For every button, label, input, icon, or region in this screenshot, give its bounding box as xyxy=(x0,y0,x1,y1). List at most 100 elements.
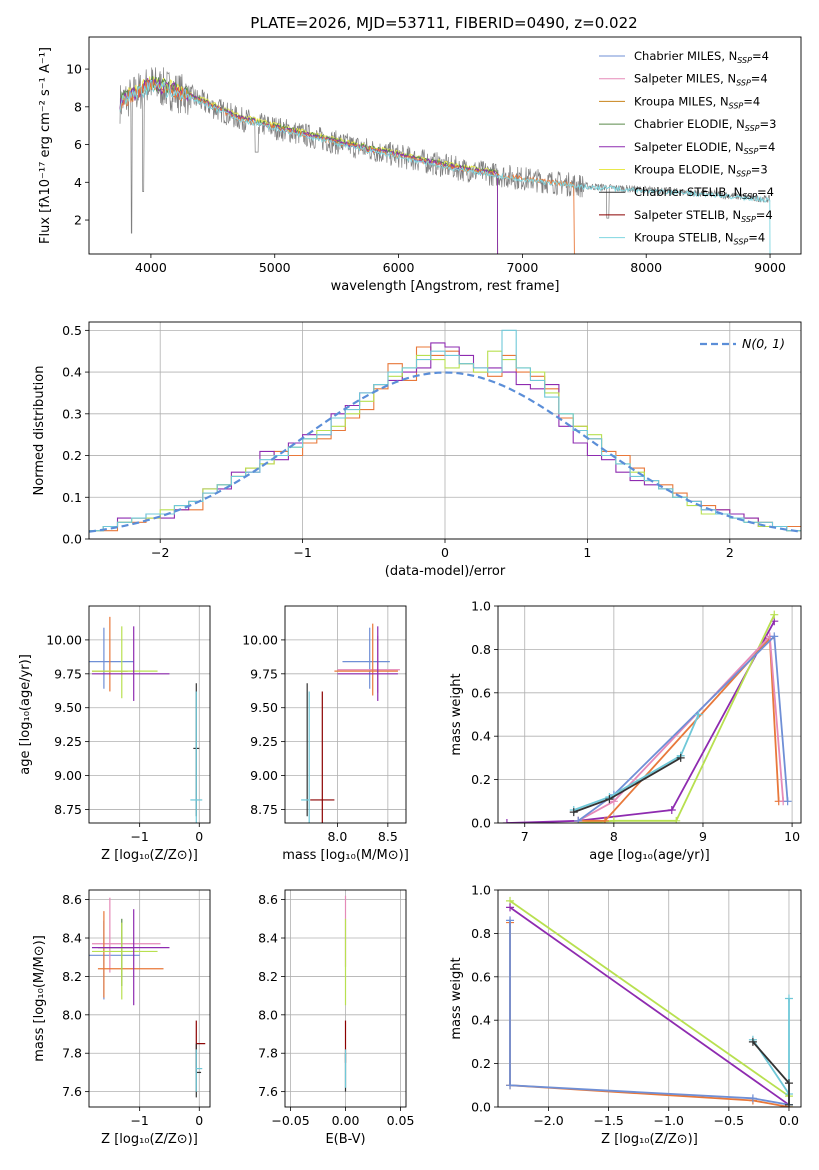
age_vs_Z-ylabel: age [log₁₀(age/yr)] xyxy=(18,654,33,775)
legend-entry-count: =4 xyxy=(743,94,760,108)
weight_vs_Z-xtick-label: −1.0 xyxy=(654,1113,684,1128)
age_vs_Z-ytick-label: 9.25 xyxy=(54,734,82,749)
mass_vs_Z-ylabel: mass [log₁₀(M/M⊙)] xyxy=(32,935,47,1062)
spectrum-panel: 4000 5000 6000 7000 8000 9000 2 4 6 8 10 wavelength… xyxy=(38,36,802,294)
legend-entry: Kroupa STELIB, NSSP=4 xyxy=(634,231,765,247)
age_vs_mass-plot-area xyxy=(301,623,400,823)
mass-weight-marker xyxy=(609,816,618,823)
weight_vs_Z-ytick-label: 0.4 xyxy=(471,1013,491,1028)
weight_vs_Z-frame xyxy=(497,889,802,1108)
mass_vs_Z-ytick-label: 8.6 xyxy=(62,892,82,907)
legend-entry-label: Salpeter ELODIE, N xyxy=(634,140,744,154)
legend-entry-label: Chabrier STELIB, N xyxy=(634,185,742,199)
age_vs_mass-ytick-label: 9.75 xyxy=(250,666,278,681)
mass-weight-marker xyxy=(770,610,779,619)
legend-entry-label: Chabrier ELODIE, N xyxy=(634,117,745,131)
mass-weight-marker xyxy=(748,1094,757,1103)
mass_vs_ebv-ytick-label: 8.0 xyxy=(258,1007,278,1022)
residuals-panel: −2 −1 0 1 2 0.0 0.1 0.2 0.3 0.4 0.5 (data-model)/er… xyxy=(32,321,802,579)
age_vs_mass-ytick-label: 10.00 xyxy=(242,632,278,647)
spectrum-ytick-label: 2 xyxy=(74,213,82,228)
mass-weight-line xyxy=(509,906,790,1106)
weight_vs_age-panel: 7 8 9 10 0.0 0.2 0.4 0.6 0.8 1.0 age [log₁₀(age/yr… xyxy=(449,599,802,863)
age_vs_Z-panel: −1 0 8.75 9.00 9.25 9.50 9.75 10.00 Z [log₁₀(Z/Z… xyxy=(18,605,211,863)
legend-entry-count: =4 xyxy=(757,185,774,199)
weight_vs_age-ytick-label: 0.2 xyxy=(471,772,491,787)
age_vs_mass-ytick-label: 8.75 xyxy=(250,802,278,817)
spectrum-xtick-label: 6000 xyxy=(383,260,415,275)
spectrum-xlabel: wavelength [Angstrom, rest frame] xyxy=(331,279,560,294)
mass-weight-marker xyxy=(672,816,681,823)
mass-weight-marker xyxy=(770,632,779,641)
age_vs_mass-xlabel: mass [log₁₀(M/M⊙)] xyxy=(282,848,409,863)
spectrum-plot-area xyxy=(119,67,771,254)
weight_vs_age-ytick-label: 0.8 xyxy=(471,642,491,657)
spectrum-xtick-label: 5000 xyxy=(259,260,291,275)
mass-weight-marker xyxy=(784,1100,793,1107)
weight_vs_age-xtick-label: 7 xyxy=(521,829,529,844)
residuals-frame xyxy=(88,321,802,540)
legend-entry: Chabrier STELIB, NSSP=4 xyxy=(634,185,774,201)
legend-entry-count: =4 xyxy=(752,49,769,63)
weight_vs_Z-ytick-label: 0.8 xyxy=(471,926,491,941)
mass-weight-marker xyxy=(569,808,578,817)
weight_vs_Z-xtick-label: 0.0 xyxy=(779,1113,799,1128)
mass_vs_ebv-xlabel: E(B-V) xyxy=(325,1132,365,1147)
weight_vs_age-ylabel: mass weight xyxy=(449,673,464,755)
mass_vs_Z-plot-area xyxy=(89,897,206,1098)
age_vs_Z-ytick-label: 9.50 xyxy=(54,700,82,715)
weight_vs_age-frame xyxy=(497,605,802,824)
mass-weight-line xyxy=(509,920,790,1106)
spectrum-xtick-label: 9000 xyxy=(754,260,786,275)
weight_vs_age-plot-area xyxy=(502,610,792,823)
normal-distribution-curve xyxy=(89,371,801,533)
mass_vs_ebv-ytick-label: 8.6 xyxy=(258,892,278,907)
legend-entry-label: Salpeter MILES, N xyxy=(634,72,736,86)
mass-weight-marker xyxy=(506,1081,515,1090)
age_vs_Z-xtick-label: 0 xyxy=(195,829,203,844)
legend-entry-subscript: SSP xyxy=(737,56,752,65)
mass_vs_ebv-frame xyxy=(284,889,407,1108)
mass-weight-marker xyxy=(784,1079,793,1088)
spectrum-ylabel: Flux [fλ10⁻¹⁷ erg cm⁻² s⁻¹ A⁻¹] xyxy=(38,47,53,244)
legend-entry: Kroupa MILES, NSSP=4 xyxy=(634,94,760,110)
mass_vs_Z-xtick-label: 0 xyxy=(195,1113,203,1128)
legend-entry-count: =4 xyxy=(756,208,773,222)
age_vs_mass-ytick-label: 9.25 xyxy=(250,734,278,749)
mass_vs_ebv-panel: −0.05 0.00 0.05 7.6 7.8 8.0 8.2 8.4 8.6 E(B-V) xyxy=(258,889,414,1147)
mass_vs_ebv-ytick-label: 7.8 xyxy=(258,1046,278,1061)
mass_vs_Z-panel: −1 0 7.6 7.8 8.0 8.2 8.4 8.6 Z [log₁₀(Z/Z⊙)] mass… xyxy=(32,889,211,1147)
residuals-xtick-label: 2 xyxy=(726,545,734,560)
figure-title: PLATE=2026, MJD=53711, FIBERID=0490, z=0… xyxy=(250,14,637,32)
legend-entry-subscript: SSP xyxy=(736,79,751,88)
residuals-xtick-label: 0 xyxy=(441,545,449,560)
age_vs_Z-ytick-label: 9.00 xyxy=(54,768,82,783)
mass_vs_Z-xtick-label: −1 xyxy=(130,1113,148,1128)
legend-entry-count: =4 xyxy=(751,72,768,86)
legend-entry-subscript: SSP xyxy=(744,147,759,156)
weight_vs_Z-panel: −2.0 −1.5 −1.0 −0.5 0.0 0.0 0.2 0.4 0.6 0.8 1.0 Z [… xyxy=(449,883,802,1147)
spectrum-xtick-label: 8000 xyxy=(630,260,662,275)
spectrum-ytick-label: 6 xyxy=(74,137,82,152)
weight_vs_age-ytick-label: 1.0 xyxy=(471,599,491,614)
weight_vs_age-xtick-label: 8 xyxy=(610,829,618,844)
mass_vs_ebv-xtick-label: 0.00 xyxy=(332,1113,360,1128)
weight_vs_Z-xtick-label: −0.5 xyxy=(714,1113,744,1128)
mass_vs_ebv-xtick-label: −0.05 xyxy=(271,1113,309,1128)
spectrum-ytick-label: 8 xyxy=(74,99,82,114)
mass_vs_Z-ytick-label: 7.8 xyxy=(62,1046,82,1061)
legend-entry-count: =3 xyxy=(760,117,777,131)
mass-weight-marker xyxy=(506,903,515,912)
legend-entry-subscript: SSP xyxy=(734,238,749,247)
normal-legend-label: N(0, 1) xyxy=(742,336,785,351)
weight_vs_Z-xlabel: Z [log₁₀(Z/Z⊙)] xyxy=(601,1132,698,1147)
mass-weight-marker xyxy=(748,1037,757,1046)
age_vs_mass-panel: 8.0 8.5 8.75 9.00 9.25 9.50 9.75 10.00 mass [log… xyxy=(242,605,409,863)
age_vs_Z-xtick-label: −1 xyxy=(130,829,148,844)
residuals-xlabel: (data-model)/error xyxy=(385,564,506,579)
mass_vs_ebv-ytick-label: 8.4 xyxy=(258,931,278,946)
legend-entry-subscript: SSP xyxy=(745,124,760,133)
legend-entry: Chabrier MILES, NSSP=4 xyxy=(634,49,769,65)
legend-entry-subscript: SSP xyxy=(741,215,756,224)
age_vs_Z-ytick-label: 10.00 xyxy=(46,632,82,647)
